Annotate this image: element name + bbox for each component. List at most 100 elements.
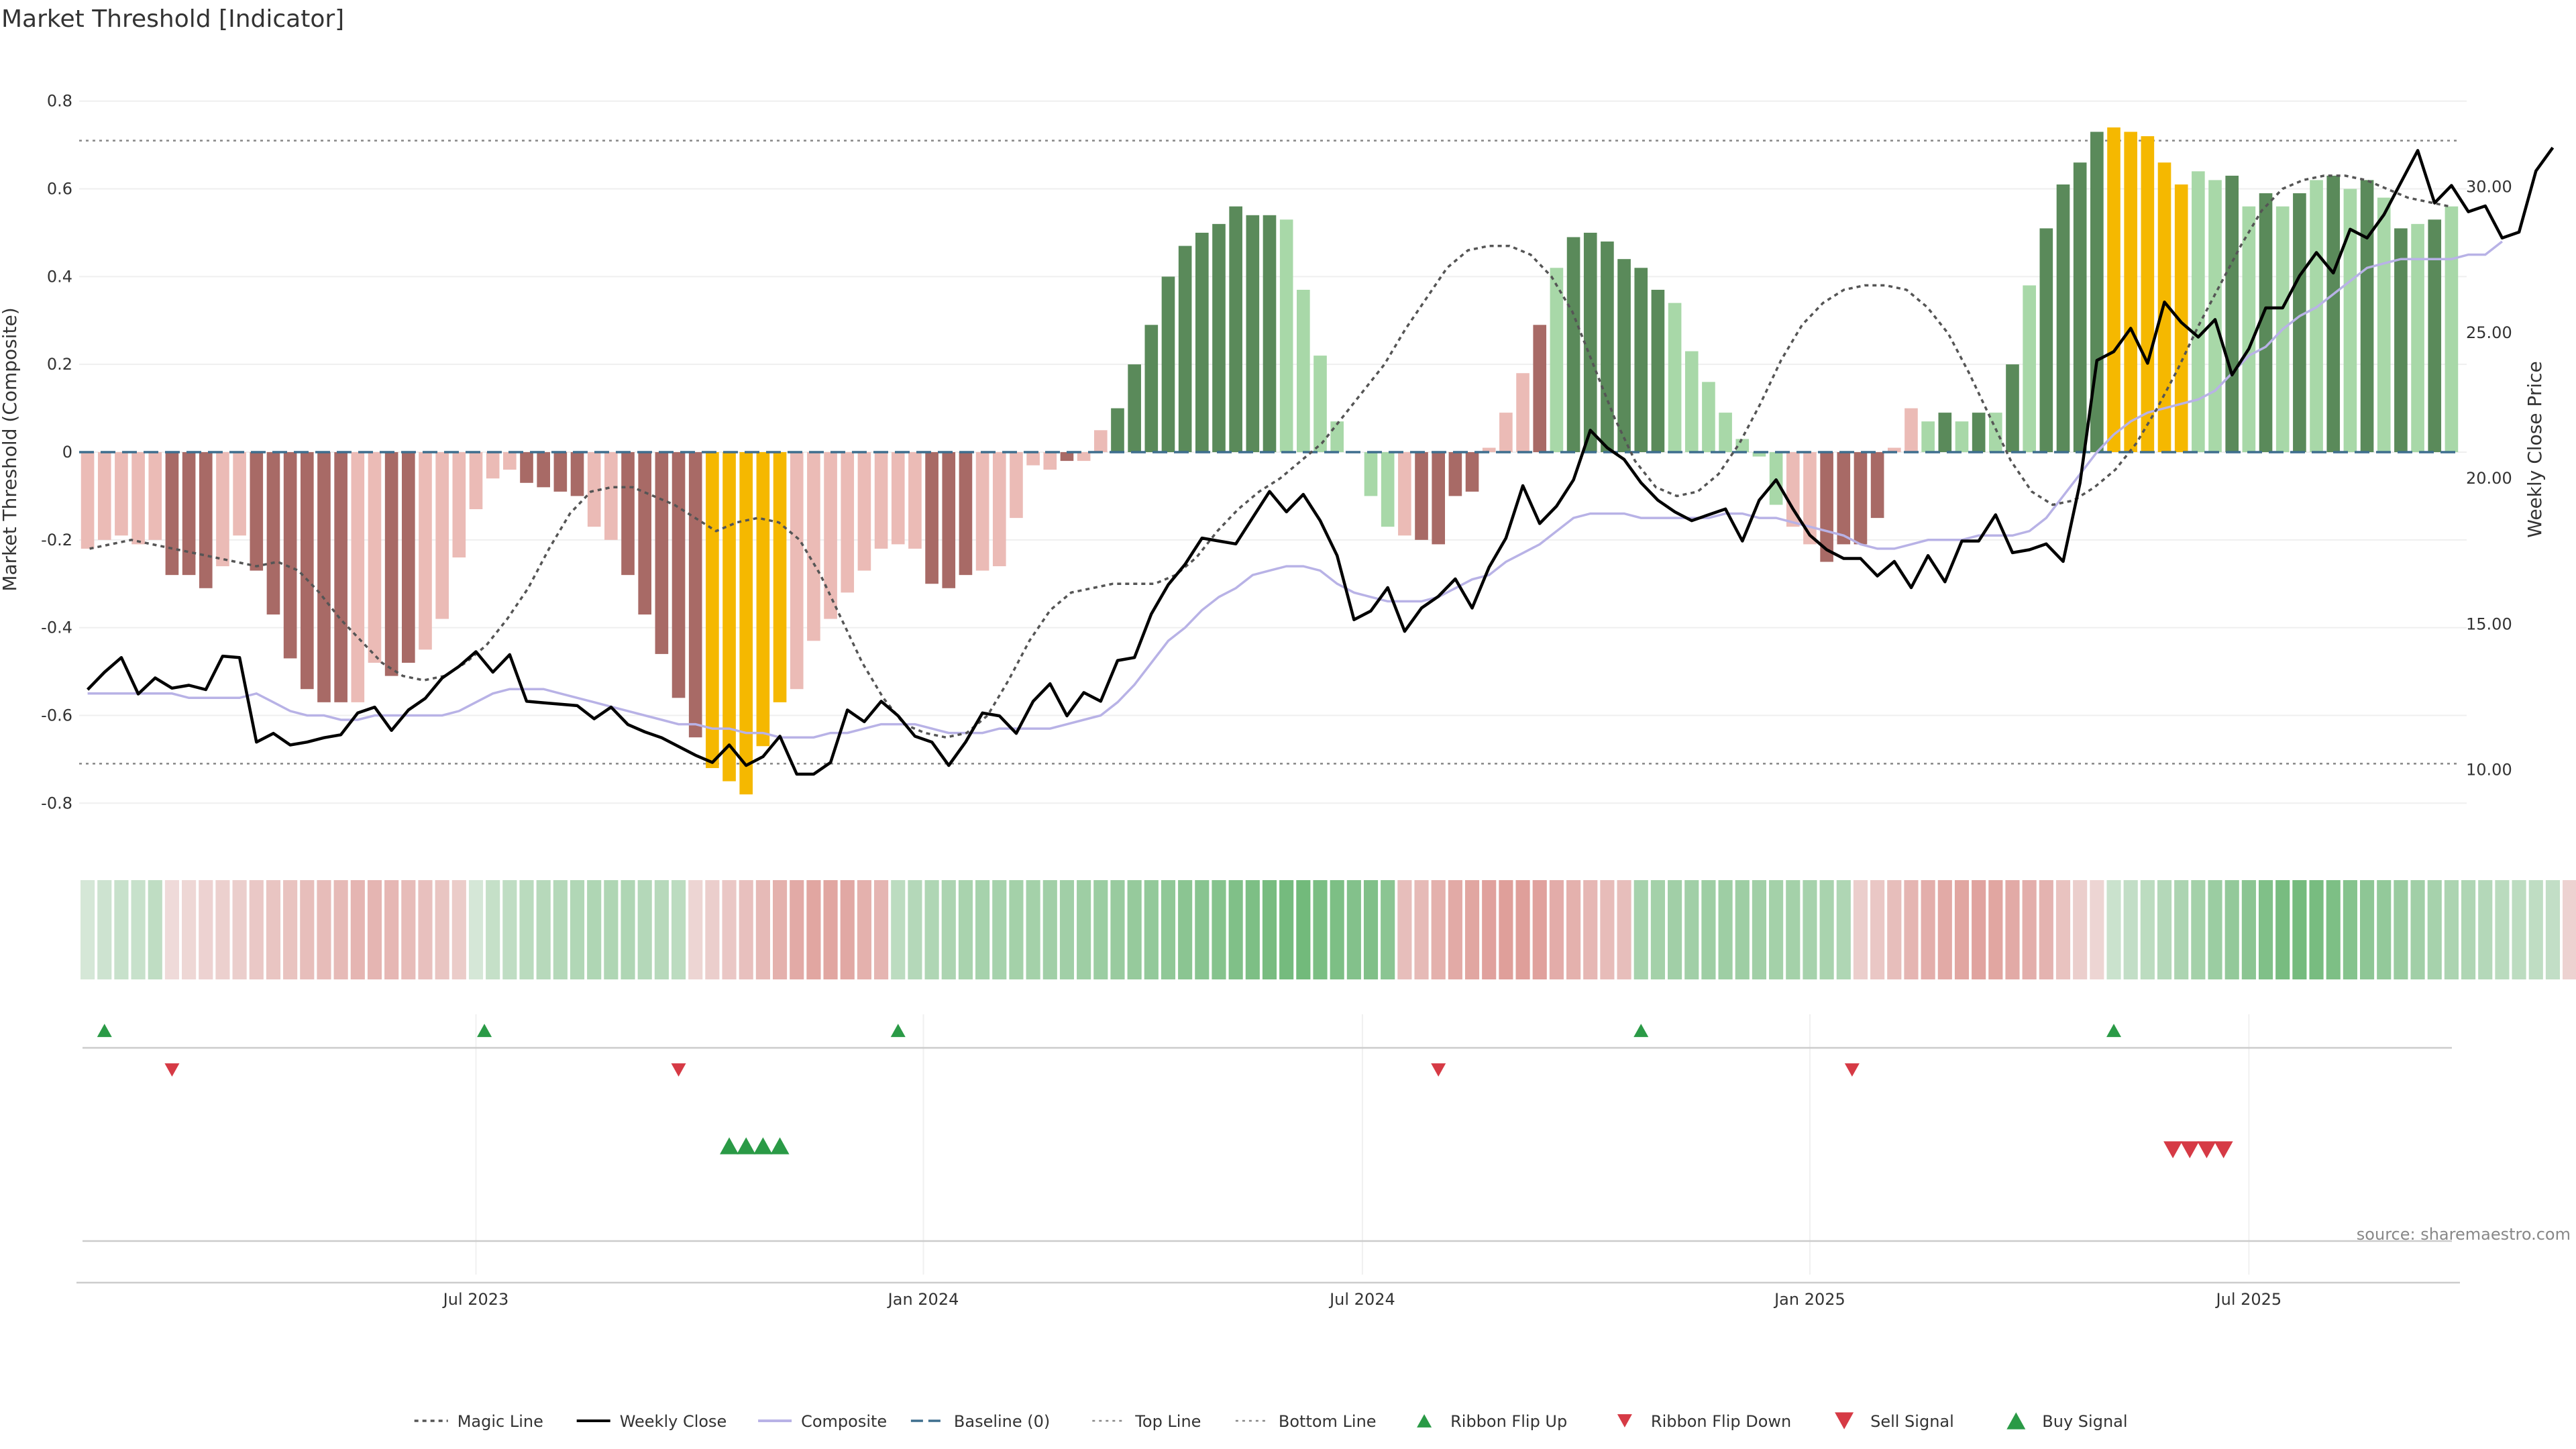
- ribbon-cell: [1110, 880, 1125, 979]
- legend-label: Top Line: [1134, 1412, 1201, 1431]
- legend-swatch-flip-down: [1617, 1414, 1632, 1428]
- y-tick-label: 0.6: [47, 180, 72, 199]
- ribbon-cell: [1195, 880, 1210, 979]
- composite-bar: [537, 452, 550, 488]
- ribbon-cell: [1042, 880, 1057, 979]
- ribbon-cell: [486, 880, 500, 979]
- composite-bar: [182, 452, 196, 576]
- composite-bar: [672, 452, 686, 698]
- composite-bar: [1093, 430, 1108, 452]
- ribbon-cell: [1701, 880, 1716, 979]
- ribbon-cell: [502, 880, 517, 979]
- ribbon-cell: [1684, 880, 1699, 979]
- ribbon-cell: [80, 880, 95, 979]
- ribbon-cell: [1752, 880, 1767, 979]
- ribbon-flip-up-marker: [477, 1024, 492, 1037]
- ribbon-cell: [232, 880, 247, 979]
- composite-bar: [2023, 285, 2036, 452]
- ribbon-cell: [2292, 880, 2307, 979]
- legend-item: Top Line: [1092, 1412, 1201, 1431]
- composite-bar: [1887, 447, 1901, 452]
- x-axis: Jul 2023 Jan 2024 Jul 2024 Jan 2025 Jul 2025: [76, 1281, 2460, 1309]
- composite-bar: [874, 452, 888, 549]
- legend-item: Sell Signal: [1835, 1412, 1954, 1431]
- ribbon-flip-down-marker: [1844, 1063, 1860, 1077]
- ribbon-cell: [1397, 880, 1412, 979]
- ribbon-cell: [283, 880, 298, 979]
- composite-bar: [1043, 452, 1057, 470]
- ribbon-cell: [1363, 880, 1379, 979]
- composite-bar: [908, 452, 922, 549]
- composite-bar: [1651, 289, 1665, 452]
- composite-bar: [1415, 452, 1428, 540]
- ribbon-cell: [468, 880, 484, 979]
- ribbon-cell: [249, 880, 264, 979]
- ribbon-cell: [2090, 880, 2104, 979]
- y-tick-label: -0.8: [41, 794, 72, 812]
- composite-bar: [351, 452, 365, 702]
- composite-bar: [1060, 452, 1074, 462]
- ribbon-cell: [2106, 880, 2121, 979]
- composite-bar: [2006, 364, 2019, 452]
- ribbon-cell: [519, 880, 534, 979]
- ribbon-flip-up-marker: [890, 1024, 906, 1037]
- composite-bar: [739, 452, 753, 795]
- ribbon-cell: [621, 880, 635, 979]
- ribbon-cell: [1803, 880, 1817, 979]
- weekly-close-line: [86, 146, 2555, 776]
- composite-bar: [1533, 325, 1547, 452]
- y2-tick-label: 10.00: [2466, 760, 2512, 779]
- composite-bar: [655, 452, 669, 654]
- composite-bar: [638, 452, 652, 615]
- x-tick-label: Jan 2025: [1773, 1290, 1845, 1309]
- legend-item: Bottom Line: [1235, 1412, 1377, 1431]
- legend-label: Composite: [801, 1412, 887, 1431]
- ribbon-cell: [1904, 880, 1919, 979]
- composite-bar: [553, 452, 568, 492]
- y2-tick-label: 25.00: [2466, 323, 2512, 342]
- composite-bar: [1634, 268, 1648, 452]
- legend-swatch-flip-up: [1417, 1414, 1432, 1428]
- composite-bar: [80, 452, 95, 549]
- composite-bar: [1026, 452, 1040, 466]
- composite-bar: [1904, 408, 1918, 452]
- y-tick-label: 0.8: [47, 92, 72, 111]
- composite-bar: [419, 452, 432, 650]
- composite-bar: [1229, 206, 1242, 452]
- composite-bar: [1550, 268, 1564, 452]
- ribbon-cell: [418, 880, 433, 979]
- composite-bar: [1077, 452, 1091, 462]
- composite-bar: [1583, 232, 1597, 452]
- ribbon-cell: [1937, 880, 1952, 979]
- ribbon-cell: [2224, 880, 2239, 979]
- legend-label: Sell Signal: [1870, 1412, 1954, 1431]
- ribbon-cell: [2208, 880, 2222, 979]
- ribbon-cell: [2275, 880, 2290, 979]
- composite-bar: [250, 452, 264, 571]
- composite-bar: [1330, 421, 1344, 452]
- composite-bar: [1313, 356, 1327, 452]
- composite-bar: [857, 452, 871, 571]
- composite-bar: [722, 452, 736, 782]
- ribbon-cell: [2563, 880, 2576, 979]
- legend-item: Buy Signal: [2006, 1412, 2128, 1431]
- ribbon-cell: [350, 880, 365, 979]
- composite-bar: [1820, 452, 1833, 562]
- composite-bar: [1010, 452, 1023, 519]
- ribbon-cell: [570, 880, 585, 979]
- composite-bar: [706, 452, 719, 768]
- buy-signal-marker: [770, 1137, 790, 1155]
- ribbon-cell: [722, 880, 737, 979]
- composite-bar: [283, 452, 297, 659]
- y-tick-label: -0.4: [41, 619, 72, 637]
- ribbon-cell: [1515, 880, 1530, 979]
- composite-bar: [2411, 223, 2424, 452]
- ribbon-cell: [654, 880, 669, 979]
- ribbon-cell: [2528, 880, 2543, 979]
- ribbon-cell: [1245, 880, 1260, 979]
- ribbon-cell: [1769, 880, 1784, 979]
- ribbon-cell: [300, 880, 315, 979]
- composite-bar: [2225, 175, 2239, 452]
- composite-bar: [824, 452, 837, 619]
- ribbon-cell: [2377, 880, 2392, 979]
